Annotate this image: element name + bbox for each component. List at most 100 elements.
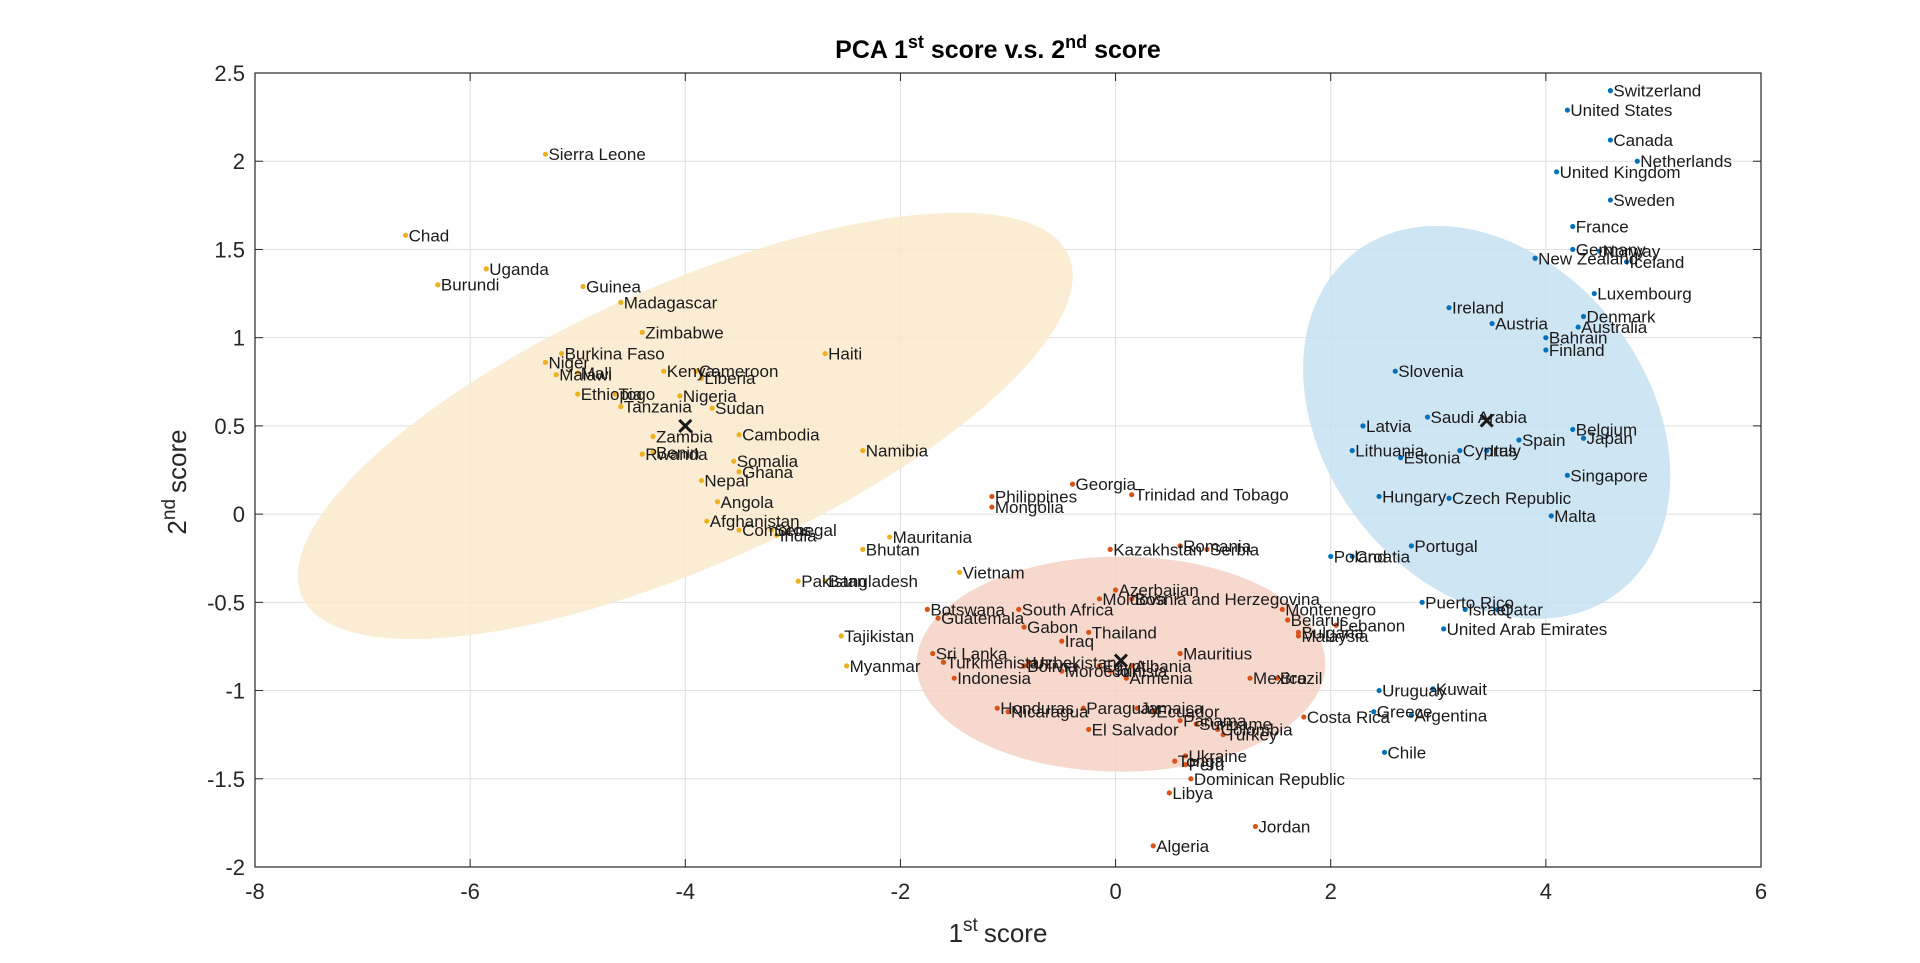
point-label: Belarus: [1291, 611, 1349, 630]
point-label: Bosnia and Herzegovina: [1135, 590, 1321, 609]
data-point: [1441, 626, 1447, 632]
point-label: Cambodia: [742, 426, 820, 445]
point-label: Rwanda: [645, 445, 708, 464]
data-point: [1301, 714, 1307, 720]
point-label: Croatia: [1355, 547, 1410, 566]
centroid-marker: [1479, 413, 1494, 428]
point-label: Uganda: [489, 260, 549, 279]
point-label: Zimbabwe: [645, 323, 723, 342]
data-point: [1376, 493, 1382, 500]
data-point: [1177, 717, 1183, 724]
y-axis-label: 2ndscore: [159, 429, 192, 534]
point-label: Ethiopia: [581, 385, 643, 404]
point-label: Niger: [548, 353, 589, 372]
data-point: [1069, 481, 1076, 487]
data-point: [1295, 633, 1302, 639]
point-label: Cameroon: [699, 362, 778, 381]
point-label: Peru: [1188, 756, 1224, 775]
data-point: [1543, 347, 1549, 353]
centroid-marker: [1113, 653, 1129, 668]
data-point: [1129, 663, 1135, 669]
data-point: [1021, 663, 1027, 669]
point-label: Madagascar: [624, 293, 718, 312]
point-label: Puerto Rico: [1425, 593, 1514, 612]
point-label: Mongolia: [995, 498, 1065, 517]
point-label: New Zealand: [1538, 249, 1638, 268]
point-label: Albania: [1135, 657, 1192, 676]
data-point: [1177, 543, 1183, 549]
data-point: [1371, 709, 1377, 715]
point-label: Mauritius: [1183, 645, 1252, 664]
point-label: Israel: [1468, 600, 1510, 619]
point-label: Malawi: [559, 366, 612, 385]
axes-box: [254, 72, 1762, 868]
data-point: [1220, 732, 1226, 738]
data-point: [618, 403, 624, 410]
point-label: Malta: [1554, 507, 1596, 526]
data-point: [1096, 596, 1103, 602]
data-point: [1446, 495, 1452, 501]
point-label: Togo: [618, 385, 655, 404]
x-tick-label: 6: [1755, 879, 1767, 904]
point-label: Poland: [1334, 547, 1387, 566]
point-label: Sweden: [1613, 191, 1674, 210]
data-point: [704, 518, 710, 524]
point-label: Armenia: [1129, 669, 1193, 688]
chart-title: PCA 1st score v.s. 2nd score: [835, 32, 1161, 64]
data-point: [1059, 638, 1065, 644]
point-label: El Salvador: [1092, 720, 1179, 739]
data-point: [1408, 543, 1414, 549]
x-tick-label: -8: [245, 879, 265, 904]
data-point: [1129, 596, 1135, 602]
data-point: [709, 405, 715, 411]
point-label: United Kingdom: [1560, 163, 1681, 182]
point-label: Czech Republic: [1452, 489, 1572, 508]
point-label: Comoros: [742, 521, 811, 540]
point-label: Moldova: [1102, 590, 1167, 609]
y-tick-label: 0.5: [214, 414, 245, 439]
point-label: Burundi: [441, 276, 500, 295]
y-tick-label: -0.5: [207, 590, 245, 615]
point-label: Suriname: [1199, 715, 1272, 734]
data-points: [403, 88, 1640, 849]
data-point: [1134, 705, 1140, 711]
point-label: Bhutan: [866, 540, 920, 559]
data-point: [736, 432, 742, 438]
data-point: [575, 370, 581, 376]
data-point: [1543, 335, 1549, 341]
data-point: [558, 350, 565, 357]
point-label: Ukraine: [1188, 747, 1247, 766]
data-point: [1564, 107, 1570, 113]
x-tick-label: -2: [891, 879, 911, 904]
point-label: Turkmenistan: [946, 653, 1048, 672]
data-point: [639, 329, 645, 335]
point-label: Tunisia: [1113, 662, 1168, 681]
data-point: [1129, 492, 1135, 498]
data-point: [822, 578, 828, 584]
data-point: [1349, 553, 1355, 560]
point-label: Uzbekistan: [1033, 653, 1117, 672]
point-label: Turkey: [1226, 726, 1278, 745]
data-point: [1182, 753, 1189, 759]
point-label: Nepal: [704, 472, 748, 491]
data-point: [822, 350, 828, 357]
point-label: Ireland: [1452, 299, 1504, 318]
y-tick-label: 1: [233, 326, 245, 351]
tick-labels: -8 -6 -4 -2 0 2 4 6 -2 -1.5 -1 -0.5 0 0.5 1 1.5 2 2.5: [207, 61, 1767, 904]
data-point: [1026, 659, 1033, 665]
data-point: [1279, 606, 1285, 612]
point-label: Chad: [409, 226, 450, 245]
point-label: Pakistan: [801, 572, 866, 591]
centroid-marker: [678, 418, 693, 433]
data-point: [542, 359, 549, 365]
data-point: [1419, 599, 1425, 605]
point-label: Saudi Arabia: [1431, 408, 1528, 427]
point-label: Sri Lanka: [936, 645, 1008, 664]
data-point: [994, 705, 1000, 711]
data-point: [1597, 248, 1603, 254]
data-point: [1016, 606, 1022, 612]
point-label: Afghanistan: [710, 512, 800, 531]
data-point: [768, 527, 774, 533]
point-label: Nigeria: [683, 387, 737, 406]
data-point: [887, 534, 893, 540]
